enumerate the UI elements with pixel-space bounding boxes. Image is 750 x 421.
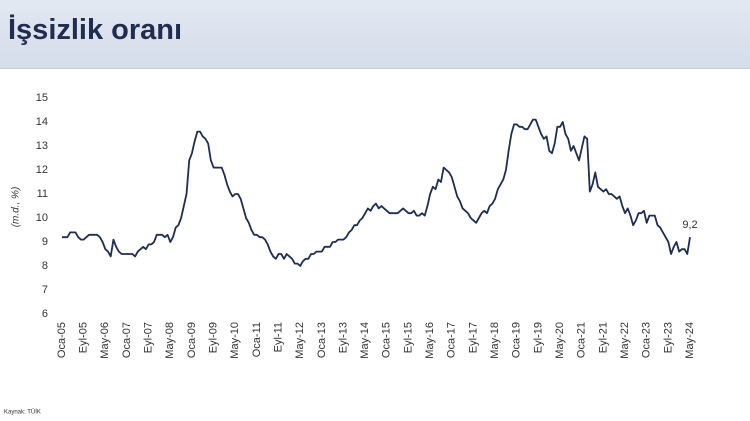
y-axis-label: (m.d., %) — [11, 187, 22, 228]
x-tick-label: May-22 — [619, 322, 631, 359]
x-tick-label: Eyl-17 — [467, 322, 479, 353]
x-tick-label: Oca-13 — [316, 322, 328, 358]
x-tick-label: Oca-19 — [511, 322, 523, 358]
y-tick-label: 6 — [42, 308, 48, 320]
x-tick-label: Oca-07 — [121, 322, 133, 358]
x-tick-label: May-12 — [294, 322, 306, 359]
header-banner: İşsizlik oranı — [0, 0, 750, 69]
x-tick-label: Eyl-05 — [78, 322, 90, 353]
x-tick-label: May-20 — [554, 322, 566, 359]
x-tick-label: Oca-15 — [381, 322, 393, 358]
x-tick-label: Eyl-21 — [597, 322, 609, 353]
y-tick-label: 15 — [36, 92, 48, 104]
x-tick-label: Oca-09 — [186, 322, 198, 358]
x-tick-label: Eyl-11 — [272, 322, 284, 352]
x-tick-label: May-24 — [684, 322, 696, 359]
end-value-label: 9,2 — [682, 219, 697, 231]
y-tick-label: 11 — [37, 188, 48, 200]
x-tick-label: Oca-11 — [251, 322, 263, 357]
x-tick-label: Oca-23 — [641, 322, 653, 358]
x-tick-label: Eyl-23 — [662, 322, 674, 353]
source-note: Kaynak: TÜİK — [4, 409, 41, 416]
x-tick-label: May-06 — [99, 322, 111, 359]
x-tick-label: Eyl-15 — [402, 322, 414, 353]
x-tick-label: May-14 — [359, 322, 371, 359]
x-tick-label: May-10 — [229, 322, 241, 359]
y-tick-label: 9 — [42, 236, 48, 248]
x-tick-label: May-16 — [424, 322, 436, 359]
x-tick-label: May-08 — [164, 322, 176, 359]
x-tick-label: Eyl-07 — [143, 322, 155, 353]
y-tick-label: 8 — [42, 260, 48, 272]
x-tick-label: Eyl-19 — [532, 322, 544, 353]
x-tick-label: Eyl-13 — [337, 322, 349, 353]
y-tick-label: 7 — [42, 284, 48, 296]
y-tick-label: 10 — [36, 212, 48, 224]
y-tick-label: 14 — [36, 116, 48, 128]
x-tick-label: Oca-05 — [56, 322, 68, 358]
x-tick-label: Oca-17 — [446, 322, 458, 358]
x-tick-label: Oca-21 — [576, 322, 588, 358]
x-tick-label: Eyl-09 — [207, 322, 219, 353]
page-title: İşsizlik oranı — [8, 14, 183, 46]
data-line — [62, 118, 691, 267]
y-tick-label: 12 — [36, 164, 48, 176]
y-tick-label: 13 — [36, 140, 48, 152]
x-tick-label: May-18 — [489, 322, 501, 359]
